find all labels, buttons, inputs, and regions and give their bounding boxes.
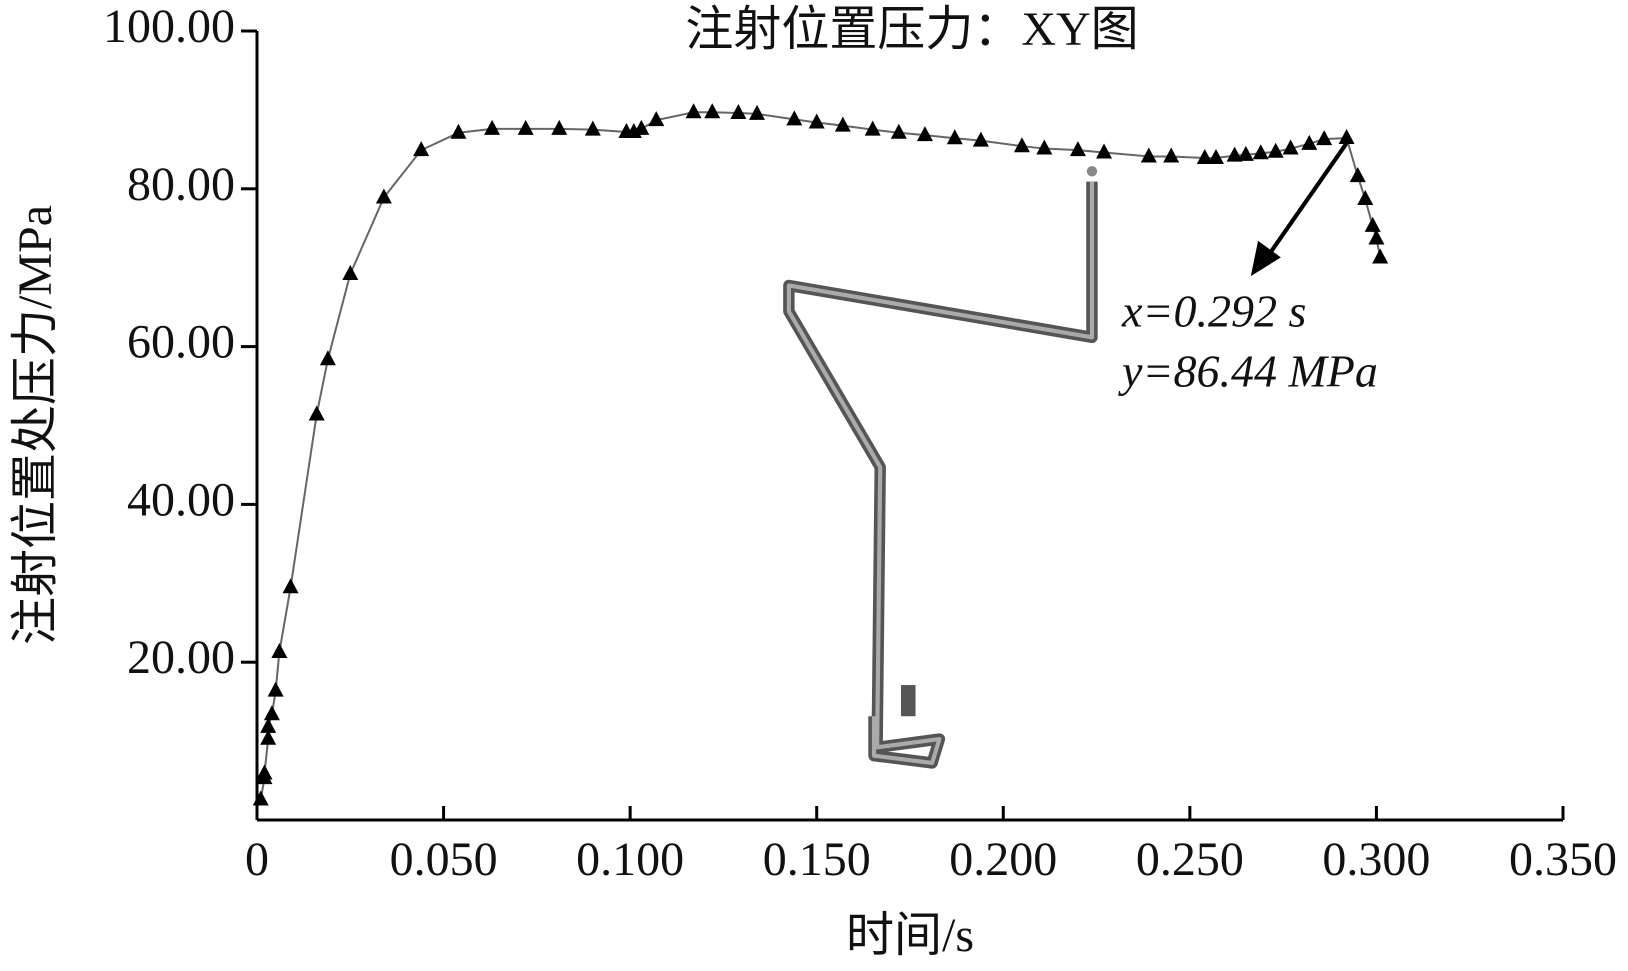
marker [1372,248,1389,264]
marker [342,265,359,281]
pipe-illustration [783,141,1350,769]
y-tick-label: 20.00 [127,631,235,684]
marker [1267,142,1284,158]
arrow-head [1250,240,1281,277]
marker [633,119,650,135]
marker [730,104,747,120]
marker [1069,141,1086,157]
marker [1036,139,1053,155]
marker [551,119,568,135]
marker [1196,149,1213,165]
marker [648,111,665,127]
marker [260,717,277,733]
marker [1368,229,1385,245]
arrow-shaft [1266,141,1350,257]
marker [1252,144,1269,160]
x-tick-label: 0.250 [1136,833,1244,886]
marker [864,120,881,136]
marker [267,681,284,697]
x-tick-label: 0.200 [949,833,1057,886]
marker [1013,137,1030,153]
x-tick-label: 0.350 [1509,833,1617,886]
marker [1301,134,1318,150]
marker [946,129,963,145]
nozzle [900,685,916,717]
y-tick-label: 80.00 [127,158,235,211]
marker [263,705,280,721]
marker [1237,145,1254,161]
marker [1226,146,1243,162]
marker [749,104,766,120]
marker [584,120,601,136]
marker [890,123,907,139]
marker [685,103,702,119]
pipe-highlight [786,181,1095,766]
x-tick-label: 0.150 [763,833,871,886]
marker [450,123,467,139]
marker [1364,216,1381,232]
marker [1338,128,1355,144]
marker [1349,167,1366,183]
marker [1163,147,1180,163]
series-line [259,111,1382,800]
x-tick-label: 0.100 [576,833,684,886]
marker [375,188,392,204]
marker [256,764,273,780]
marker [271,642,288,658]
marker [260,729,277,745]
marker [484,119,501,135]
marker [1207,149,1224,165]
annotation: x=0.292 s [1121,286,1306,337]
x-tick-label: 0 [245,833,269,886]
y-tick-label: 100.00 [103,0,235,53]
marker [282,578,299,594]
marker [319,350,336,366]
y-tick-label: 60.00 [127,316,235,369]
annotation: y=86.44 MPa [1118,346,1378,397]
marker [808,113,825,129]
marker [1282,139,1299,155]
marker [704,103,721,119]
marker [1357,190,1374,206]
x-tick-label: 0.050 [390,833,498,886]
x-tick-label: 0.300 [1322,833,1430,886]
marker [834,116,851,132]
marker [413,141,430,157]
marker [1316,130,1333,146]
chart-title: 注射位置压力：XY图 [685,3,1138,56]
marker [517,119,534,135]
marker [972,131,989,147]
marker [308,405,325,421]
marker [786,110,803,126]
marker [916,126,933,142]
y-tick-label: 40.00 [127,473,235,526]
pipe [783,181,1098,769]
marker [1096,143,1113,159]
marker [252,790,269,806]
y-axis-label: 注射位置处压力/MPa [9,205,62,645]
gate [1086,166,1098,177]
marker [1140,147,1157,163]
x-axis-label: 时间/s [846,909,974,962]
